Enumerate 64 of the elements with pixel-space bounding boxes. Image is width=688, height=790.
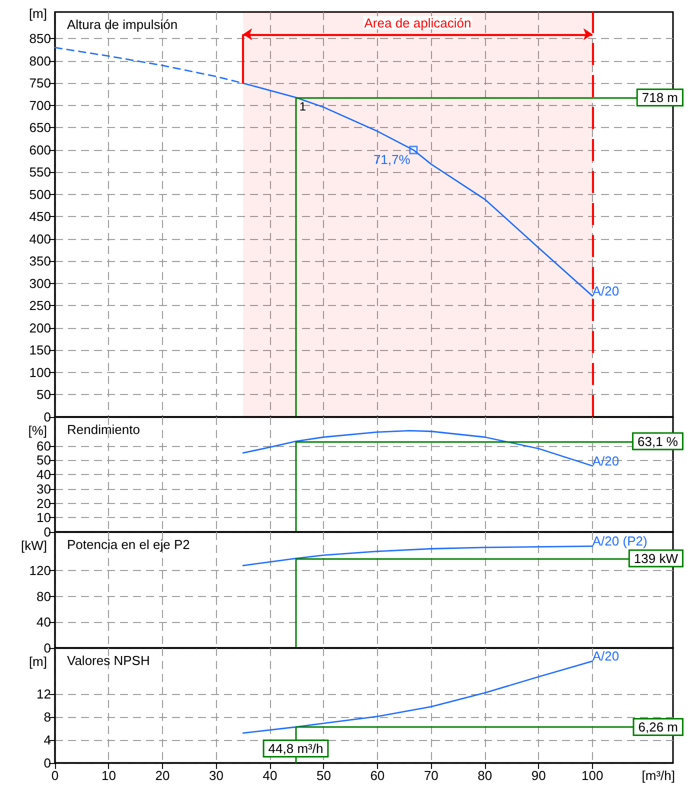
y-tick-label: 350 xyxy=(29,254,51,269)
chart-title: Potencia en el eje P2 xyxy=(67,537,190,552)
y-tick-label: 200 xyxy=(29,320,51,336)
x-tick-label: 50 xyxy=(316,768,331,783)
y-tick-label: 650 xyxy=(29,120,51,136)
y-tick-label: 450 xyxy=(29,209,51,224)
ref-line-label: 718 m xyxy=(642,90,678,105)
y-tick-label: 800 xyxy=(29,53,51,68)
y-tick-label: 40 xyxy=(36,467,51,482)
annotation: 1 xyxy=(299,99,306,114)
band-label: Area de aplicación xyxy=(364,15,472,30)
y-tick-label: 750 xyxy=(29,76,51,91)
y-axis-title: [m] xyxy=(28,654,47,669)
x-tick-label: 100 xyxy=(582,768,604,783)
x-tick-label: 30 xyxy=(208,768,224,783)
chart-title: Valores NPSH xyxy=(67,653,150,668)
y-tick-label: 12 xyxy=(36,686,51,702)
y-tick-label: 50 xyxy=(36,452,51,468)
x-tick-label: 20 xyxy=(155,768,170,783)
y-tick-label: 0 xyxy=(44,640,51,656)
series-label: A/20 xyxy=(592,283,620,298)
annotation: 71,7% xyxy=(373,152,411,167)
y-tick-label: 30 xyxy=(36,481,51,496)
ref-line-label: 139 kW xyxy=(634,550,679,566)
y-tick-label: 0 xyxy=(44,410,51,424)
y-tick-label: 60 xyxy=(36,438,51,454)
y-axis-title: [%] xyxy=(28,423,47,438)
ref-line-label: 63,1 % xyxy=(638,434,678,449)
series-label: A/20 xyxy=(592,648,620,664)
series-label: A/20 xyxy=(592,453,620,468)
y-tick-label: 300 xyxy=(29,276,51,291)
ref-line-label: 44,8 m³/h xyxy=(268,741,324,756)
y-tick-label: 600 xyxy=(29,142,51,158)
y-tick-label: 80 xyxy=(36,588,51,604)
y-tick-label: 0 xyxy=(44,524,51,540)
y-tick-label: 4 xyxy=(44,732,51,748)
y-tick-label: 20 xyxy=(36,496,51,511)
y-tick-label: 500 xyxy=(29,186,51,202)
chart-title: Altura de impulsión xyxy=(67,17,178,32)
y-axis-title: [kW] xyxy=(21,538,47,553)
y-tick-label: 50 xyxy=(36,387,51,402)
y-tick-label: 150 xyxy=(29,342,51,358)
y-tick-label: 40 xyxy=(36,614,51,630)
y-tick-label: 850 xyxy=(29,31,51,46)
x-tick-label: 10 xyxy=(102,768,116,783)
x-axis-title: [m³/h] xyxy=(642,768,675,783)
x-tick-label: 90 xyxy=(531,768,546,783)
y-tick-label: 100 xyxy=(29,364,51,380)
y-tick-label: 10 xyxy=(36,510,51,526)
x-tick-label: 80 xyxy=(478,768,492,783)
y-tick-label: 0 xyxy=(44,756,51,770)
x-tick-label: 60 xyxy=(370,768,385,783)
ref-line-label: 6,26 m xyxy=(638,720,678,735)
chart-title: Rendimiento xyxy=(67,422,140,437)
y-tick-label: 120 xyxy=(29,563,51,578)
y-tick-label: 400 xyxy=(29,231,51,246)
y-tick-label: 700 xyxy=(29,98,51,113)
x-tick-label: 40 xyxy=(262,768,278,783)
y-axis-title: [m] xyxy=(28,6,47,21)
x-tick-label: 70 xyxy=(424,768,438,783)
y-tick-label: 250 xyxy=(29,298,51,314)
series-label: A/20 (P2) xyxy=(592,534,648,549)
y-tick-label: 8 xyxy=(44,710,51,724)
y-tick-label: 550 xyxy=(29,164,51,180)
